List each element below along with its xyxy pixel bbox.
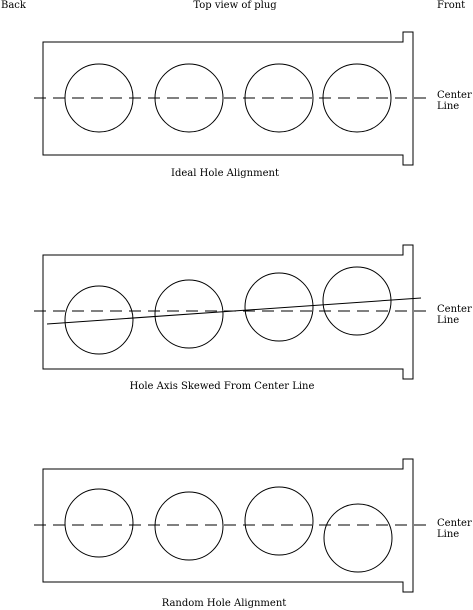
panel-caption: Hole Axis Skewed From Center Line: [130, 381, 315, 392]
hole-1: [64, 488, 134, 558]
hole-2: [154, 63, 224, 133]
center-line-label-line2: Line: [437, 529, 459, 540]
center-line-label-line2: Line: [437, 101, 459, 112]
hole-2: [154, 491, 224, 561]
hole-3: [244, 63, 314, 133]
skewed-hole-axis: [46, 297, 422, 325]
hole-3: [244, 486, 314, 556]
hole-3: [244, 272, 314, 342]
hole-2: [154, 279, 224, 349]
center-line-label-line1: Center: [437, 90, 472, 101]
front-label: Front: [437, 0, 465, 11]
hole-4: [323, 503, 393, 573]
back-label: Back: [1, 0, 27, 11]
panel-skewed: Center Line Hole Axis Skewed From Center…: [34, 244, 472, 392]
center-line-label-line2: Line: [437, 315, 459, 326]
plug-outline: [42, 458, 414, 593]
center-line-label-line1: Center: [437, 304, 472, 315]
panel-ideal: Center Line Ideal Hole Alignment: [34, 31, 472, 179]
panel-caption: Ideal Hole Alignment: [171, 168, 279, 179]
hole-1: [64, 285, 134, 355]
panel-random: Center Line Random Hole Alignment: [34, 458, 472, 609]
hole-4: [322, 266, 392, 336]
hole-4: [322, 63, 392, 133]
top-view-label: Top view of plug: [193, 0, 277, 11]
hole-1: [64, 63, 134, 133]
center-line-label-line1: Center: [437, 518, 472, 529]
plug-outline: [42, 244, 414, 380]
plug-outline: [42, 31, 414, 166]
panel-caption: Random Hole Alignment: [162, 598, 287, 609]
